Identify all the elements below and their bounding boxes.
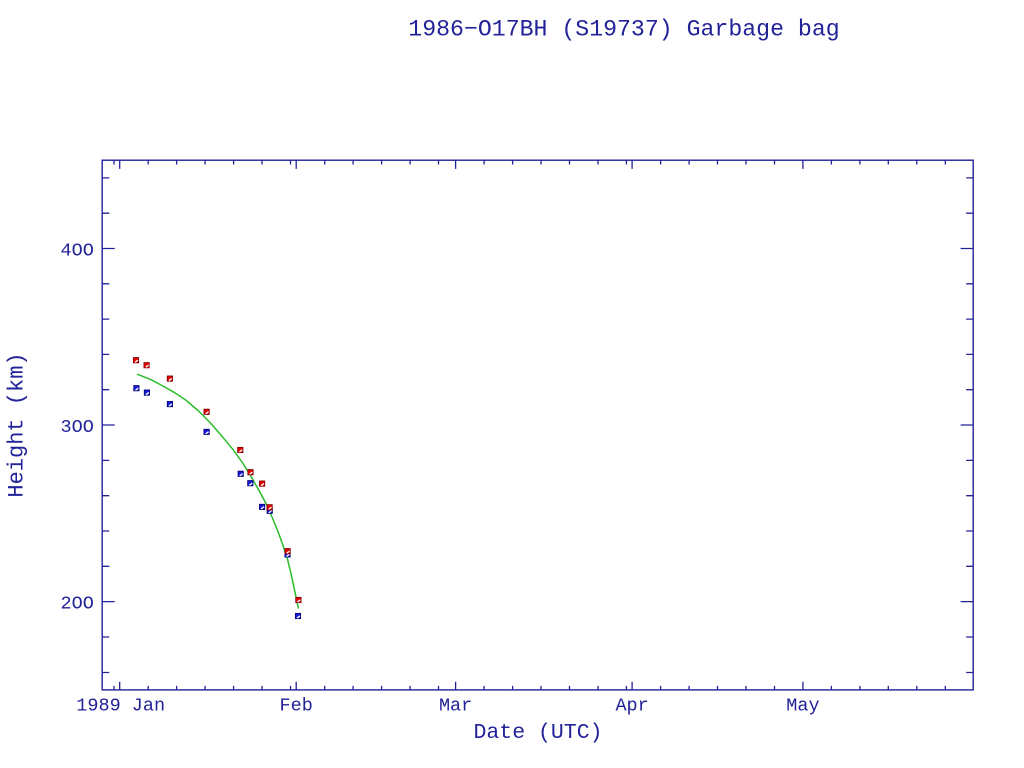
svg-text:2OO: 2OO (60, 593, 93, 614)
svg-text:1989 Jan: 1989 Jan (76, 695, 165, 716)
svg-text:Mar: Mar (439, 695, 472, 716)
svg-text:May: May (786, 695, 819, 716)
svg-text:Date (UTC): Date (UTC) (473, 721, 602, 745)
svg-text:Height (km): Height (km) (5, 352, 30, 497)
svg-text:Feb: Feb (280, 695, 313, 716)
svg-text:Apr: Apr (615, 695, 648, 716)
svg-text:4OO: 4OO (60, 240, 93, 261)
svg-text:3OO: 3OO (60, 417, 93, 438)
svg-text:1986−O17BH (S19737) Garbage ba: 1986−O17BH (S19737) Garbage bag (408, 17, 839, 43)
